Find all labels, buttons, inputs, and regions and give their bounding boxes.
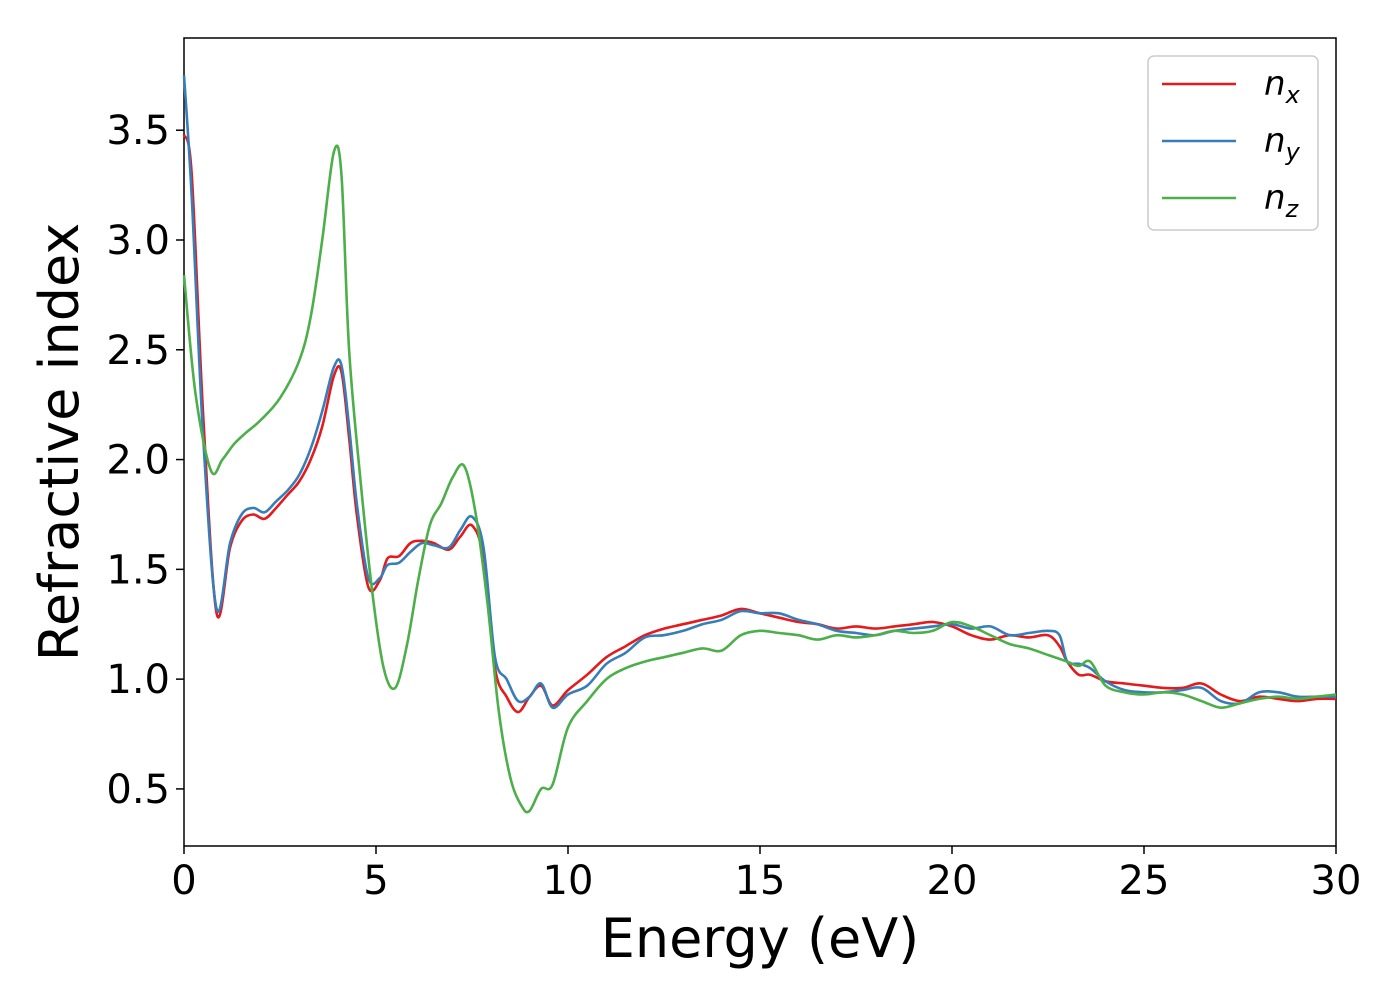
series-line-nx bbox=[182, 134, 1337, 714]
x-tick-label: 30 bbox=[1311, 858, 1362, 904]
x-tick-label: 5 bbox=[363, 858, 388, 904]
y-tick-label: 0.5 bbox=[106, 767, 170, 813]
series-line-ny bbox=[182, 75, 1336, 710]
legend-label-ny: ny bbox=[1264, 121, 1301, 166]
y-tick-label: 3.0 bbox=[106, 218, 170, 264]
y-tick-label: 3.5 bbox=[106, 108, 170, 154]
x-tick-label: 10 bbox=[543, 858, 594, 904]
series-layer bbox=[182, 75, 1337, 814]
y-axis: 0.5 1.0 1.5 2.0 2.5 3.0 3.5 bbox=[106, 108, 184, 813]
x-axis-label: Energy (eV) bbox=[601, 907, 920, 970]
legend: nx ny nz bbox=[1147, 55, 1319, 231]
x-tick-label: 20 bbox=[927, 858, 978, 904]
x-axis: 0 5 10 15 20 25 30 bbox=[171, 846, 1361, 904]
y-axis-label: Refractive index bbox=[28, 223, 91, 662]
y-tick-label: 1.0 bbox=[106, 657, 170, 703]
x-tick-label: 25 bbox=[1119, 858, 1170, 904]
x-tick-label: 0 bbox=[171, 858, 196, 904]
legend-label-nz: nz bbox=[1264, 178, 1300, 223]
x-tick-label: 15 bbox=[735, 858, 786, 904]
series-line-nz bbox=[182, 144, 1337, 814]
legend-label-nx: nx bbox=[1264, 64, 1301, 109]
legend-frame bbox=[1147, 55, 1319, 231]
y-tick-label: 1.5 bbox=[106, 547, 170, 593]
y-tick-label: 2.0 bbox=[106, 438, 170, 484]
y-tick-label: 2.5 bbox=[106, 328, 170, 374]
